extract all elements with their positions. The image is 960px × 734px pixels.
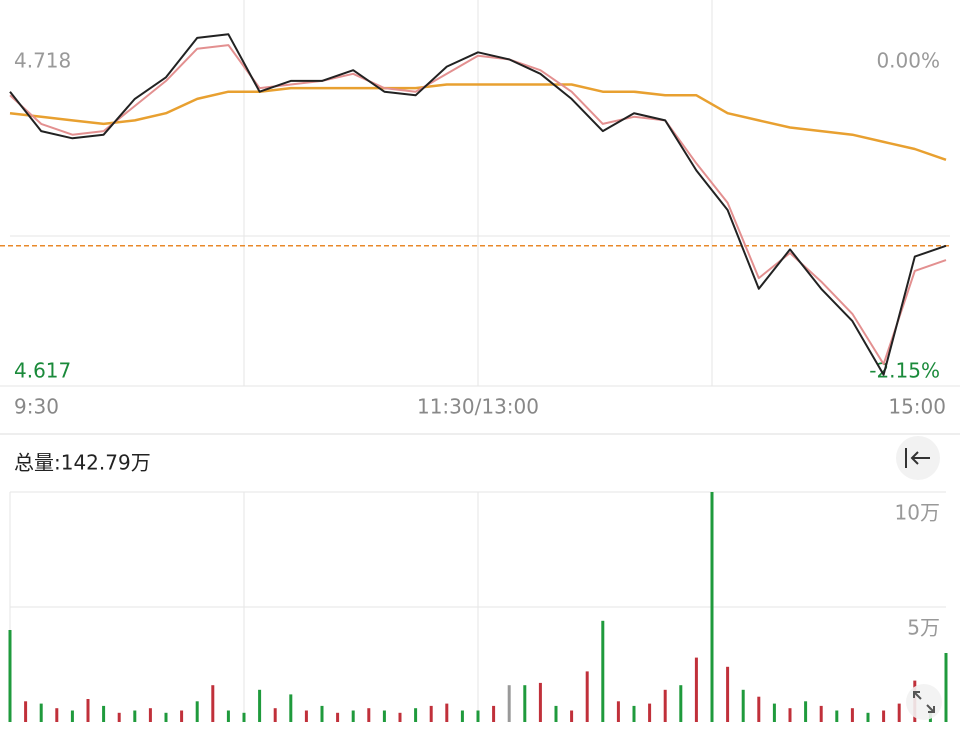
price-line xyxy=(9,33,947,376)
volume-bar xyxy=(398,712,402,722)
volume-bar xyxy=(538,682,542,722)
volume-bar xyxy=(180,710,184,722)
volume-bar xyxy=(819,705,823,722)
volume-bar xyxy=(601,620,605,722)
volume-bar xyxy=(211,685,215,722)
volume-bar xyxy=(632,705,636,722)
volume-bar xyxy=(554,705,558,722)
volume-bar xyxy=(226,710,230,722)
volume-bar xyxy=(164,712,168,722)
volume-bar xyxy=(897,703,901,722)
expand-button[interactable] xyxy=(906,684,942,720)
volume-bar xyxy=(507,685,511,722)
icon-expand[interactable] xyxy=(913,691,935,713)
collapse-button[interactable] xyxy=(896,436,940,480)
volume-bar xyxy=(258,689,262,722)
x-tick-label: 9:30 xyxy=(14,395,59,419)
volume-bar xyxy=(850,708,854,722)
volume-bar xyxy=(414,708,418,722)
y2-tick-label: -2.15% xyxy=(869,359,940,383)
volume-bar xyxy=(882,710,886,722)
volume-bar xyxy=(102,705,106,722)
volume-bar xyxy=(726,666,730,722)
x-tick-label: 15:00 xyxy=(888,395,946,419)
y-tick-label: 4.718 xyxy=(14,49,71,73)
y-tick-label: 10万 xyxy=(895,501,940,525)
volume-bar xyxy=(616,701,620,722)
icon-arrow[interactable] xyxy=(910,451,930,465)
volume-bar xyxy=(273,708,277,722)
y-tick-label: 5万 xyxy=(907,616,940,640)
volume-bar xyxy=(382,710,386,722)
volume-bar xyxy=(804,701,808,722)
volume-bar xyxy=(86,699,90,722)
y2-tick-label: 0.00% xyxy=(876,49,940,73)
volume-bar xyxy=(944,653,948,722)
button-bg[interactable] xyxy=(906,684,942,720)
volume-bar xyxy=(648,703,652,722)
volume-bar xyxy=(476,710,480,722)
volume-bar xyxy=(694,657,698,722)
volume-bar xyxy=(445,703,449,722)
volume-bar xyxy=(336,712,340,722)
volume-bar xyxy=(460,710,464,722)
volume-bar xyxy=(585,671,589,722)
volume-bar xyxy=(523,685,527,722)
volume-bar xyxy=(788,708,792,722)
volume-bar xyxy=(710,492,714,722)
volume-bar xyxy=(866,712,870,722)
volume-bar xyxy=(351,710,355,722)
volume-bar xyxy=(663,689,667,722)
volume-bar xyxy=(429,705,433,722)
volume-bar xyxy=(367,708,371,722)
volume-bar xyxy=(39,703,43,722)
volume-bar xyxy=(133,710,137,722)
volume-bar xyxy=(242,712,246,722)
volume-bar xyxy=(570,710,574,722)
volume-bar xyxy=(70,710,74,722)
volume-bar xyxy=(8,630,12,722)
volume-bar xyxy=(304,710,308,722)
volume-bar xyxy=(772,703,776,722)
volume-bar xyxy=(289,694,293,722)
volume-bar xyxy=(492,705,496,722)
price-line xyxy=(9,44,947,366)
volume-bar xyxy=(679,685,683,722)
volume-bar xyxy=(757,696,761,722)
volume-bar xyxy=(320,705,324,722)
y-tick-label: 4.617 xyxy=(14,359,71,383)
volume-bar xyxy=(835,710,839,722)
volume-bar xyxy=(24,701,28,722)
volume-bar xyxy=(55,708,59,722)
volume-bar xyxy=(195,701,199,722)
price-line xyxy=(9,83,947,161)
x-tick-label: 11:30/13:00 xyxy=(417,395,539,419)
volume-bar xyxy=(741,689,745,722)
volume-bar xyxy=(148,708,152,722)
volume-total: 总量:142.79万 xyxy=(14,451,151,475)
volume-bar xyxy=(117,712,121,722)
